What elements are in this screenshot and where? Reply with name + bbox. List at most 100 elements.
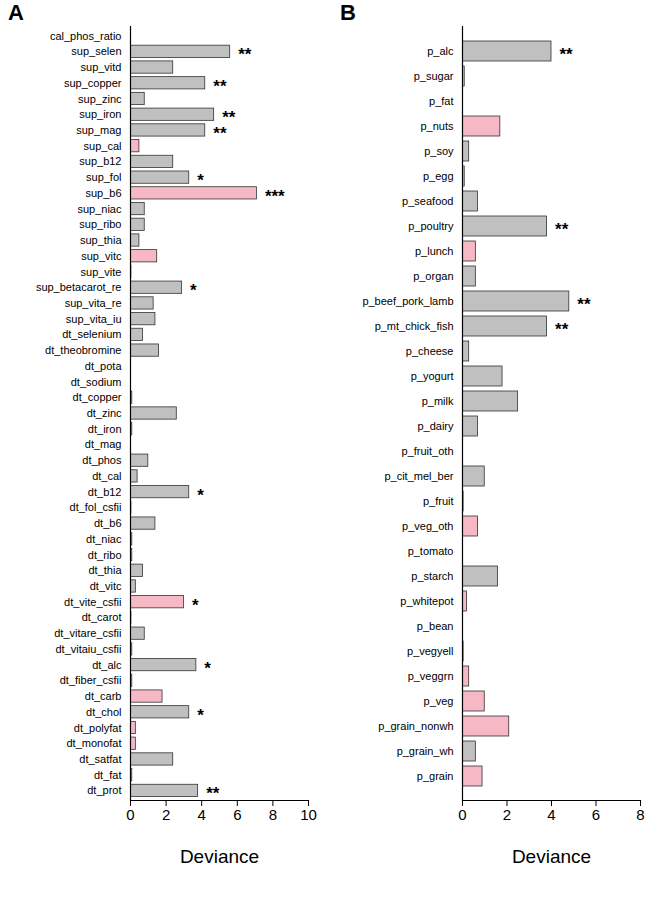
svg-text:sup_vite: sup_vite (81, 265, 122, 277)
svg-text:Deviance: Deviance (180, 846, 259, 867)
svg-text:cal_phos_ratio: cal_phos_ratio (50, 30, 122, 42)
svg-text:p_beef_pork_lamb: p_beef_pork_lamb (362, 295, 453, 307)
svg-text:sup_copper: sup_copper (64, 77, 122, 89)
svg-text:dt_selenium: dt_selenium (62, 328, 121, 340)
svg-text:sup_vitc: sup_vitc (81, 250, 122, 262)
svg-text:sup_zinc: sup_zinc (78, 93, 122, 105)
svg-text:sup_ribo: sup_ribo (79, 218, 121, 230)
svg-text:dt_sodium: dt_sodium (71, 376, 122, 388)
svg-text:p_sugar: p_sugar (414, 70, 454, 82)
svg-text:**: ** (206, 784, 220, 803)
svg-text:*: * (190, 281, 197, 300)
svg-text:dt_zinc: dt_zinc (87, 407, 122, 419)
svg-text:8: 8 (636, 806, 644, 823)
svg-text:dt_cal: dt_cal (92, 470, 121, 482)
svg-text:sup_thia: sup_thia (80, 234, 122, 246)
svg-text:p_cheese: p_cheese (406, 345, 454, 357)
svg-text:6: 6 (233, 806, 241, 823)
svg-text:p_egg: p_egg (423, 170, 454, 182)
svg-text:p_starch: p_starch (411, 570, 453, 582)
svg-text:8: 8 (269, 806, 277, 823)
svg-text:dt_carot: dt_carot (82, 611, 122, 623)
svg-text:dt_satfat: dt_satfat (79, 753, 121, 765)
svg-text:dt_pota: dt_pota (85, 360, 123, 372)
svg-text:**: ** (213, 77, 227, 96)
svg-text:p_nuts: p_nuts (420, 120, 454, 132)
svg-text:sup_vitd: sup_vitd (81, 61, 122, 73)
svg-text:sup_b12: sup_b12 (79, 155, 121, 167)
svg-text:p_veggrn: p_veggrn (408, 670, 454, 682)
svg-text:sup_iron: sup_iron (79, 108, 121, 120)
svg-text:dt_chol: dt_chol (86, 706, 121, 718)
svg-text:***: *** (265, 187, 285, 206)
svg-text:dt_monofat: dt_monofat (66, 737, 121, 749)
svg-text:p_grain: p_grain (417, 770, 454, 782)
svg-text:dt_b6: dt_b6 (94, 517, 122, 529)
svg-text:dt_ribo: dt_ribo (88, 549, 122, 561)
svg-text:dt_vitc: dt_vitc (90, 580, 122, 592)
svg-text:dt_theobromine: dt_theobromine (45, 344, 121, 356)
svg-text:p_poultry: p_poultry (408, 220, 454, 232)
svg-text:2: 2 (503, 806, 511, 823)
svg-text:4: 4 (198, 806, 206, 823)
svg-text:sup_vita_iu: sup_vita_iu (66, 313, 122, 325)
svg-text:p_tomato: p_tomato (408, 545, 454, 557)
svg-text:sup_fol: sup_fol (86, 171, 121, 183)
svg-text:p_milk: p_milk (422, 395, 454, 407)
svg-text:**: ** (555, 320, 569, 339)
svg-text:p_yogurt: p_yogurt (411, 370, 454, 382)
svg-text:sup_selen: sup_selen (71, 45, 121, 57)
svg-text:p_grain_nonwh: p_grain_nonwh (378, 720, 453, 732)
svg-text:p_grain_wh: p_grain_wh (397, 745, 454, 757)
svg-text:dt_mag: dt_mag (85, 438, 122, 450)
svg-text:dt_iron: dt_iron (88, 423, 122, 435)
svg-text:dt_vitare_csfii: dt_vitare_csfii (54, 627, 121, 639)
svg-text:**: ** (560, 45, 574, 64)
svg-text:p_veg_oth: p_veg_oth (402, 520, 453, 532)
svg-text:dt_vite_csfii: dt_vite_csfii (64, 596, 121, 608)
svg-text:0: 0 (126, 806, 134, 823)
svg-text:dt_thia: dt_thia (88, 564, 122, 576)
svg-text:p_vegyell: p_vegyell (407, 645, 453, 657)
svg-text:6: 6 (592, 806, 600, 823)
svg-text:dt_copper: dt_copper (73, 391, 122, 403)
svg-text:p_dairy: p_dairy (417, 420, 454, 432)
svg-text:10: 10 (300, 806, 317, 823)
svg-text:dt_niac: dt_niac (86, 533, 122, 545)
svg-text:sup_vita_re: sup_vita_re (65, 297, 122, 309)
svg-text:p_cit_mel_ber: p_cit_mel_ber (384, 470, 453, 482)
svg-text:dt_carb: dt_carb (85, 690, 122, 702)
svg-text:p_fruit_oth: p_fruit_oth (402, 445, 454, 457)
svg-text:p_lunch: p_lunch (415, 245, 454, 257)
svg-text:dt_vitaiu_csfii: dt_vitaiu_csfii (55, 643, 121, 655)
svg-text:*: * (197, 706, 204, 725)
svg-text:dt_phos: dt_phos (82, 454, 122, 466)
svg-text:sup_cal: sup_cal (84, 140, 122, 152)
svg-text:dt_b12: dt_b12 (88, 486, 122, 498)
svg-text:2: 2 (162, 806, 170, 823)
svg-text:**: ** (238, 45, 252, 64)
svg-text:sup_mag: sup_mag (76, 124, 121, 136)
svg-text:dt_fol_csfii: dt_fol_csfii (70, 501, 122, 513)
svg-text:dt_fiber_csfii: dt_fiber_csfii (60, 674, 122, 686)
svg-text:Deviance: Deviance (512, 846, 591, 867)
svg-text:p_mt_chick_fish: p_mt_chick_fish (375, 320, 454, 332)
svg-text:dt_prot: dt_prot (87, 784, 121, 796)
svg-text:p_whitepot: p_whitepot (400, 595, 453, 607)
svg-text:sup_b6: sup_b6 (85, 187, 121, 199)
svg-text:sup_niac: sup_niac (77, 203, 122, 215)
svg-text:*: * (204, 659, 211, 678)
svg-text:p_soy: p_soy (424, 145, 454, 157)
svg-text:p_organ: p_organ (413, 270, 453, 282)
svg-text:*: * (197, 486, 204, 505)
svg-text:**: ** (555, 220, 569, 239)
svg-text:**: ** (577, 295, 591, 314)
svg-text:*: * (192, 596, 199, 615)
svg-text:p_fat: p_fat (429, 95, 453, 107)
svg-text:sup_betacarot_re: sup_betacarot_re (36, 281, 122, 293)
svg-text:p_veg: p_veg (424, 695, 454, 707)
svg-text:p_bean: p_bean (417, 620, 454, 632)
svg-text:p_fruit: p_fruit (423, 495, 454, 507)
svg-text:4: 4 (547, 806, 555, 823)
svg-text:0: 0 (458, 806, 466, 823)
